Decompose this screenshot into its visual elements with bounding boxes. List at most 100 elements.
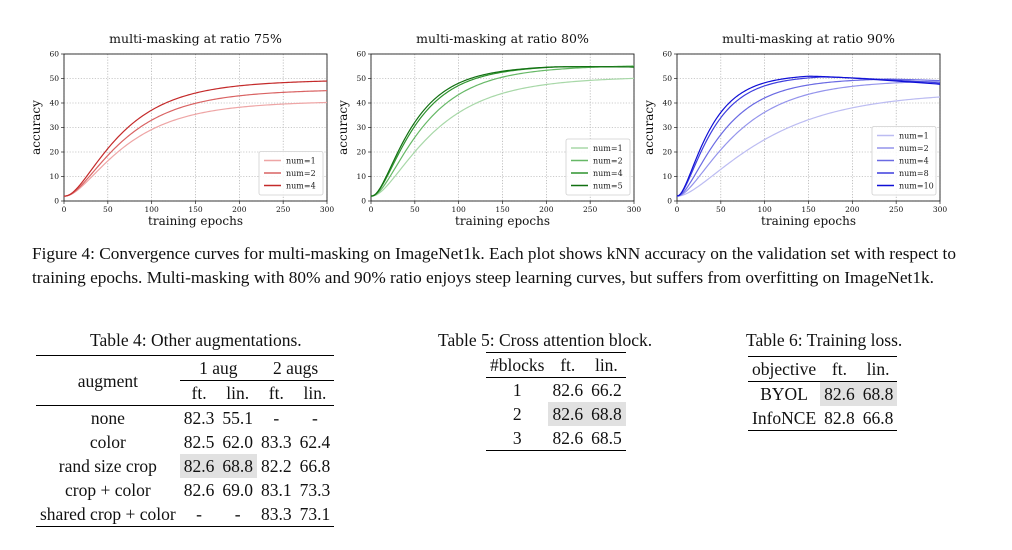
table5-header: lin. <box>594 355 618 375</box>
series-line <box>63 101 328 197</box>
cell-highlight: 68.8 <box>587 402 626 426</box>
cell: 66.8 <box>862 408 894 428</box>
y-tick-label: 50 <box>662 74 672 83</box>
table4: augment 1 aug 2 augs ft. lin. ft. lin. n… <box>36 355 335 527</box>
x-tick-label: 300 <box>627 205 642 214</box>
cell: 62.0 <box>222 432 253 452</box>
series-line <box>676 96 941 197</box>
x-tick-label: 100 <box>145 205 160 214</box>
chart-title: multi-masking at ratio 90% <box>722 31 895 46</box>
cell: 83.3 <box>260 432 292 452</box>
table6-header: lin. <box>866 359 890 379</box>
cell: 55.1 <box>222 408 253 428</box>
cell: 82.3 <box>183 408 215 428</box>
legend-label: num=2 <box>593 157 623 166</box>
table5-header: #blocks <box>490 355 545 375</box>
cell: 1 <box>512 380 522 400</box>
y-axis-label: accuracy <box>642 100 656 155</box>
x-tick-label: 100 <box>452 205 467 214</box>
legend-box <box>871 126 937 196</box>
table5-caption: Table 5: Cross attention block. <box>438 330 653 350</box>
table-row: 1 82.6 66.2 <box>486 377 626 403</box>
cell: 82.6 <box>183 480 215 500</box>
cell: 82.5 <box>183 432 215 452</box>
cell-highlight: 68.8 <box>858 381 898 406</box>
chart-title: multi-masking at ratio 80% <box>416 31 589 46</box>
legend-label: num=4 <box>593 169 623 178</box>
y-tick-label: 40 <box>356 99 366 108</box>
table6-header: objective <box>752 359 817 379</box>
chart-90-svg: multi-masking at ratio 90% 0 10 20 30 40 50 60 0… <box>642 31 948 228</box>
table4-sub-ft1: ft. <box>191 383 207 403</box>
table5: #blocks ft. lin. 1 82.6 66.2 2 82.6 68.8… <box>486 352 626 451</box>
table-row: rand size crop 82.6 68.8 82.2 66.8 <box>36 454 334 478</box>
legend-label: num=5 <box>593 182 623 191</box>
x-tick-label: 300 <box>320 205 335 214</box>
cell: 69.0 <box>222 480 253 500</box>
x-tick-label: 50 <box>410 205 420 214</box>
y-tick-label: 40 <box>49 99 59 108</box>
table4-caption: Table 4: Other augmentations. <box>90 330 302 350</box>
x-tick-label: 150 <box>801 205 816 214</box>
series-line <box>676 75 941 197</box>
series-line <box>676 78 941 197</box>
row-label: crop + color <box>65 480 151 500</box>
cell: 83.3 <box>260 504 292 524</box>
table6: objective ft. lin. BYOL 82.6 68.8 InfoNC… <box>748 356 898 431</box>
x-tick-label: 200 <box>232 205 247 214</box>
legend-label: num=10 <box>899 182 934 191</box>
series-line <box>370 65 635 197</box>
x-tick-label: 150 <box>188 205 203 214</box>
cell: 82.8 <box>824 408 855 428</box>
cell: - <box>234 504 241 524</box>
y-axis-label: accuracy <box>29 100 43 155</box>
x-tick-label: 150 <box>495 205 510 214</box>
cell-highlight: 82.6 <box>820 381 859 406</box>
y-tick-label: 20 <box>356 148 366 157</box>
legend-label: num=2 <box>899 144 929 153</box>
figure-caption: Figure 4: Convergence curves for multi-m… <box>32 244 956 287</box>
x-tick-label: 0 <box>369 205 374 214</box>
x-tick-label: 250 <box>889 205 904 214</box>
table6-caption: Table 6: Training loss. <box>746 330 903 350</box>
y-tick-label: 60 <box>662 50 672 59</box>
y-tick-label: 0 <box>54 197 59 206</box>
x-tick-label: 200 <box>845 205 860 214</box>
table4-group2: 2 augs <box>256 355 335 381</box>
series-line <box>370 77 635 197</box>
legend-label: num=1 <box>593 144 623 153</box>
cell: InfoNCE <box>752 408 817 428</box>
y-tick-label: 30 <box>356 123 366 132</box>
y-tick-label: 10 <box>662 172 672 181</box>
y-tick-label: 0 <box>667 197 672 206</box>
table-row: shared crop + color - - 83.3 73.1 <box>36 502 335 527</box>
y-tick-label: 50 <box>49 74 59 83</box>
y-tick-label: 30 <box>662 123 672 132</box>
cell: 83.1 <box>260 480 292 500</box>
legend-label: num=4 <box>286 182 316 191</box>
x-tick-label: 300 <box>933 205 948 214</box>
cell: - <box>273 408 280 428</box>
cell-highlight: 82.6 <box>179 454 219 478</box>
table-row: 2 82.6 68.8 <box>486 402 626 426</box>
y-tick-label: 20 <box>49 148 59 157</box>
table4-group1: 1 aug <box>179 355 257 381</box>
row-label: shared crop + color <box>40 504 176 524</box>
x-axis-label: training epochs <box>761 214 856 228</box>
legend-box <box>565 138 631 196</box>
chart-title: multi-masking at ratio 75% <box>109 31 282 46</box>
chart-80-svg: multi-masking at ratio 80% 0 10 20 30 40 50 60 0… <box>336 31 642 228</box>
x-tick-label: 250 <box>583 205 598 214</box>
cell: 73.1 <box>299 504 331 524</box>
cell: 68.5 <box>591 428 622 448</box>
y-tick-label: 40 <box>662 99 672 108</box>
table6-header: ft. <box>831 359 847 379</box>
table4-augment-header: augment <box>77 370 138 391</box>
y-tick-label: 0 <box>361 197 366 206</box>
y-tick-label: 10 <box>49 172 59 181</box>
chart-90: multi-masking at ratio 90% 0 10 20 30 40 50 60 0… <box>641 30 951 235</box>
y-tick-label: 50 <box>356 74 366 83</box>
cell: 3 <box>512 428 522 448</box>
legend-label: num=1 <box>286 157 316 166</box>
chart-80: multi-masking at ratio 80% 0 10 20 30 40 50 60 0… <box>335 30 645 235</box>
